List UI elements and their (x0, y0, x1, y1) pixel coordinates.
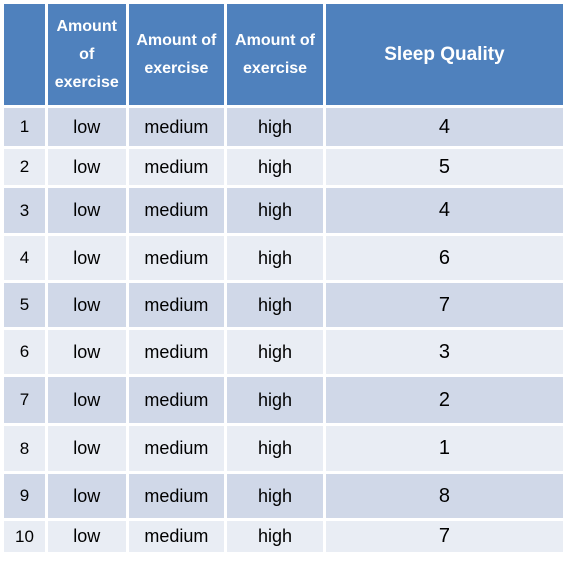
row-index: 5 (4, 283, 45, 327)
table-row: 9 low medium high 8 (4, 474, 563, 518)
cell-exercise-low: low (47, 521, 126, 552)
cell-exercise-medium: medium (128, 108, 225, 146)
table-row: 7 low medium high 2 (4, 377, 563, 423)
header-exercise-high: Amount of exercise (227, 4, 323, 105)
cell-exercise-low: low (47, 149, 126, 185)
row-index: 1 (4, 108, 45, 146)
cell-exercise-high: high (227, 521, 323, 552)
row-index: 4 (4, 236, 45, 280)
table-row: 3 low medium high 4 (4, 188, 563, 233)
table-row: 4 low medium high 6 (4, 236, 563, 280)
row-index: 7 (4, 377, 45, 423)
header-exercise-medium: Amount of exercise (128, 4, 225, 105)
cell-exercise-high: high (227, 377, 323, 423)
cell-exercise-high: high (227, 330, 323, 374)
cell-exercise-medium: medium (128, 330, 225, 374)
cell-sleep-quality: 8 (325, 474, 563, 518)
cell-sleep-quality: 5 (325, 149, 563, 185)
cell-exercise-low: low (47, 426, 126, 471)
cell-exercise-high: high (227, 236, 323, 280)
cell-exercise-medium: medium (128, 377, 225, 423)
row-index: 9 (4, 474, 45, 518)
cell-exercise-low: low (47, 377, 126, 423)
cell-sleep-quality: 6 (325, 236, 563, 280)
cell-sleep-quality: 7 (325, 283, 563, 327)
table-row: 6 low medium high 3 (4, 330, 563, 374)
cell-exercise-high: high (227, 108, 323, 146)
cell-sleep-quality: 1 (325, 426, 563, 471)
table-row: 10 low medium high 7 (4, 521, 563, 552)
header-exercise-low: Amount of exercise (47, 4, 126, 105)
table-row: 1 low medium high 4 (4, 108, 563, 146)
table-row: 5 low medium high 7 (4, 283, 563, 327)
cell-exercise-high: high (227, 283, 323, 327)
cell-exercise-medium: medium (128, 149, 225, 185)
cell-exercise-high: high (227, 149, 323, 185)
cell-sleep-quality: 4 (325, 108, 563, 146)
cell-exercise-high: high (227, 426, 323, 471)
cell-exercise-high: high (227, 474, 323, 518)
row-index: 2 (4, 149, 45, 185)
cell-exercise-low: low (47, 474, 126, 518)
table-row: 2 low medium high 5 (4, 149, 563, 185)
cell-exercise-low: low (47, 108, 126, 146)
table-row: 8 low medium high 1 (4, 426, 563, 471)
cell-exercise-high: high (227, 188, 323, 233)
cell-exercise-medium: medium (128, 188, 225, 233)
header-index (4, 4, 45, 105)
cell-exercise-medium: medium (128, 236, 225, 280)
cell-sleep-quality: 2 (325, 377, 563, 423)
cell-exercise-medium: medium (128, 474, 225, 518)
data-table: Amount of exercise Amount of exercise Am… (1, 1, 566, 555)
cell-exercise-medium: medium (128, 426, 225, 471)
cell-exercise-low: low (47, 283, 126, 327)
cell-exercise-low: low (47, 236, 126, 280)
row-index: 8 (4, 426, 45, 471)
cell-sleep-quality: 7 (325, 521, 563, 552)
cell-exercise-medium: medium (128, 283, 225, 327)
row-index: 6 (4, 330, 45, 374)
cell-exercise-low: low (47, 330, 126, 374)
row-index: 3 (4, 188, 45, 233)
header-sleep-quality: Sleep Quality (325, 4, 563, 105)
cell-exercise-medium: medium (128, 521, 225, 552)
cell-exercise-low: low (47, 188, 126, 233)
header-row: Amount of exercise Amount of exercise Am… (4, 4, 563, 105)
row-index: 10 (4, 521, 45, 552)
cell-sleep-quality: 4 (325, 188, 563, 233)
cell-sleep-quality: 3 (325, 330, 563, 374)
